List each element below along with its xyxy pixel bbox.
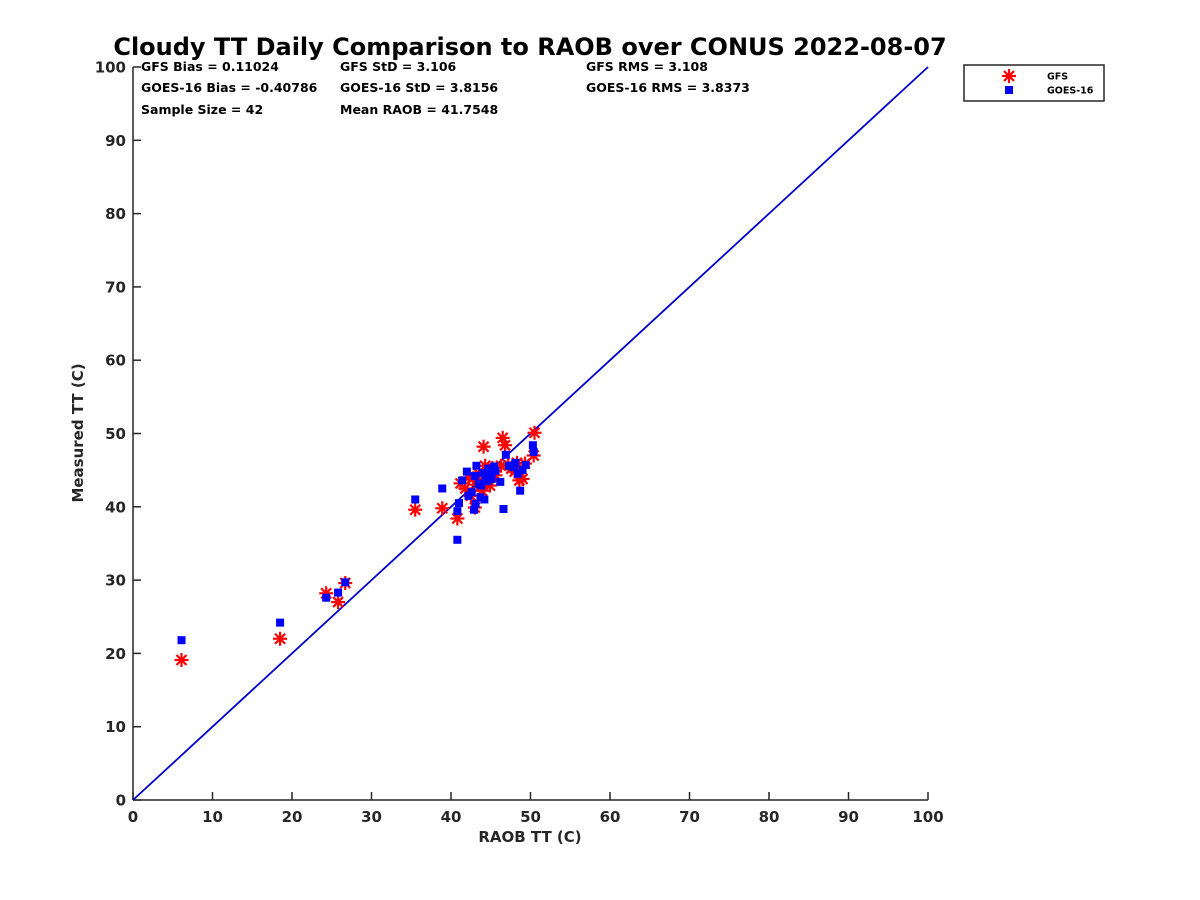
goes16-point	[322, 593, 331, 602]
y-tick-label: 80	[105, 205, 126, 223]
goes16-point	[470, 472, 479, 481]
x-tick-label: 100	[912, 808, 943, 826]
scatter-points	[174, 425, 542, 667]
goes16-point	[477, 481, 486, 490]
goes16-point	[454, 499, 463, 508]
stat-text: GOES-16 StD = 3.8156	[340, 80, 498, 95]
x-tick-label: 80	[759, 808, 780, 826]
goes16-point	[341, 578, 350, 587]
y-tick-label: 0	[116, 792, 126, 810]
legend: GFS GOES-16	[963, 64, 1105, 102]
gfs-point	[174, 652, 189, 667]
gfs-point	[408, 502, 423, 517]
goes16-point	[509, 463, 518, 472]
y-tick-label: 100	[95, 59, 126, 77]
gfs-point	[476, 439, 491, 454]
y-axis-label: Measured TT (C)	[69, 363, 87, 502]
goes16-point	[478, 469, 487, 478]
goes16-point	[484, 464, 493, 473]
legend-items: GFS GOES-16	[1002, 69, 1094, 97]
y-tick-label: 70	[105, 278, 126, 296]
y-tick-label: 20	[105, 645, 126, 663]
goes16-point	[276, 618, 285, 627]
goes16-point	[476, 493, 485, 502]
stat-text: GFS StD = 3.106	[340, 59, 457, 74]
stat-text: GFS Bias = 0.11024	[141, 59, 279, 74]
goes16-point	[471, 499, 480, 508]
goes16-point	[470, 505, 479, 514]
goes16-point	[472, 461, 481, 470]
x-tick-label: 40	[441, 808, 462, 826]
goes16-point	[513, 469, 522, 478]
goes16-point	[334, 588, 343, 597]
x-ticks: 0 10 20 30 40 50 60 70 80 90 100	[128, 792, 944, 826]
stat-text: Mean RAOB = 41.7548	[340, 102, 498, 117]
goes16-point	[487, 474, 496, 483]
gfs-point	[331, 595, 346, 610]
goes16-point	[177, 636, 186, 645]
goes16-point	[491, 466, 500, 475]
stat-text: GOES-16 Bias = -0.40786	[141, 80, 318, 95]
goes16-point	[458, 476, 467, 485]
goes16-point	[462, 467, 471, 476]
legend-gfs-marker	[1002, 69, 1016, 83]
goes16-point	[505, 461, 514, 470]
goes16-point	[489, 462, 498, 471]
x-tick-label: 50	[520, 808, 541, 826]
goes16-point	[411, 495, 420, 504]
goes16-point	[453, 507, 462, 516]
y-tick-label: 40	[105, 498, 126, 516]
y-tick-label: 10	[105, 718, 126, 736]
x-tick-label: 30	[361, 808, 382, 826]
y-ticks: 0 10 20 30 40 50 60 70 80 90 100	[95, 59, 141, 810]
goes16-point	[438, 484, 447, 493]
x-tick-label: 0	[128, 808, 138, 826]
gfs-point	[435, 501, 450, 516]
goes16-point	[528, 441, 537, 450]
stats-annotations: GFS Bias = 0.11024 GFS StD = 3.106 GFS RMS…	[141, 59, 750, 117]
goes16-point	[521, 461, 530, 470]
x-tick-label: 20	[282, 808, 303, 826]
chart-title: Cloudy TT Daily Comparison to RAOB over …	[113, 33, 946, 61]
goes16-point	[501, 450, 510, 459]
y-tick-label: 50	[105, 425, 126, 443]
goes16-point	[496, 477, 505, 486]
gfs-point	[273, 631, 288, 646]
gfs-point	[527, 425, 542, 440]
y-tick-label: 90	[105, 132, 126, 150]
goes16-point	[511, 458, 520, 467]
goes16-point	[499, 504, 508, 513]
goes16-point	[467, 488, 476, 497]
x-tick-label: 70	[679, 808, 700, 826]
goes16-point	[453, 535, 462, 544]
goes16-point	[529, 447, 538, 456]
legend-label: GFS	[1047, 72, 1068, 83]
goes16-point	[516, 486, 525, 495]
stat-text: GFS RMS = 3.108	[586, 59, 708, 74]
gfs-point	[498, 438, 513, 453]
x-tick-label: 60	[600, 808, 621, 826]
y-tick-label: 60	[105, 352, 126, 370]
x-axis-label: RAOB TT (C)	[478, 828, 581, 846]
y-tick-label: 30	[105, 572, 126, 590]
stat-text: Sample Size = 42	[141, 102, 263, 117]
legend-label: GOES-16	[1047, 86, 1094, 97]
legend-goes16-marker	[1005, 86, 1013, 94]
x-tick-label: 90	[838, 808, 859, 826]
legend-box	[963, 64, 1105, 102]
x-tick-label: 10	[202, 808, 223, 826]
goes16-point	[518, 466, 527, 475]
stat-text: GOES-16 RMS = 3.8373	[586, 80, 750, 95]
